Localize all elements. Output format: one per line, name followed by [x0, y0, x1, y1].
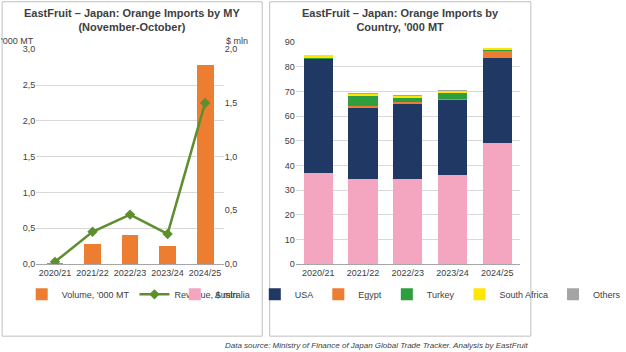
svg-text:2023/24: 2023/24 [436, 268, 469, 278]
svg-text:USA: USA [295, 290, 314, 300]
svg-text:2024/25: 2024/25 [481, 268, 514, 278]
svg-text:2020/21: 2020/21 [39, 268, 72, 278]
svg-text:EastFruit – Japan: Orange Impo: EastFruit – Japan: Orange Imports by MY(… [24, 7, 240, 33]
svg-text:2023/24: 2023/24 [151, 268, 184, 278]
svg-text:South Africa: South Africa [499, 290, 548, 300]
svg-text:1,0: 1,0 [23, 188, 36, 198]
svg-text:Revenue, $ mln: Revenue, $ mln [174, 289, 238, 300]
svg-text:70: 70 [285, 87, 295, 97]
svg-text:80: 80 [285, 62, 295, 72]
svg-text:2,5: 2,5 [23, 80, 36, 90]
svg-text:2021/22: 2021/22 [76, 268, 109, 278]
svg-text:10: 10 [285, 235, 295, 245]
svg-text:90: 90 [285, 37, 295, 47]
svg-text:0,5: 0,5 [225, 205, 238, 215]
svg-text:2024/25: 2024/25 [189, 268, 222, 278]
svg-text:Egypt: Egypt [358, 290, 382, 300]
svg-text:0,0: 0,0 [225, 259, 238, 269]
svg-text:2022/23: 2022/23 [114, 268, 147, 278]
svg-text:20: 20 [285, 210, 295, 220]
svg-text:1,5: 1,5 [225, 98, 238, 108]
svg-text:EastFruit – Japan: Orange Impo: EastFruit – Japan: Orange Imports byCoun… [302, 7, 499, 33]
svg-text:2,0: 2,0 [23, 116, 36, 126]
svg-text:1,5: 1,5 [23, 152, 36, 162]
svg-text:2020/21: 2020/21 [302, 268, 335, 278]
svg-text:3,0: 3,0 [23, 44, 36, 54]
svg-text:Data source: Ministry of Finan: Data source: Ministry of Finance of Japa… [225, 341, 529, 350]
svg-text:50: 50 [285, 136, 295, 146]
svg-text:'000 MT: '000 MT [1, 36, 34, 46]
svg-text:1,0: 1,0 [225, 152, 238, 162]
svg-text:0,5: 0,5 [23, 223, 36, 233]
svg-text:$ mln: $ mln [226, 36, 248, 46]
svg-text:Others: Others [593, 290, 621, 300]
svg-text:40: 40 [285, 161, 295, 171]
svg-text:Australia: Australia [215, 290, 250, 300]
svg-text:2021/22: 2021/22 [347, 268, 380, 278]
svg-text:Turkey: Turkey [427, 290, 455, 300]
svg-text:30: 30 [285, 185, 295, 195]
svg-text:2022/23: 2022/23 [391, 268, 424, 278]
svg-text:Volume, '000 MT: Volume, '000 MT [62, 290, 130, 300]
svg-text:2,0: 2,0 [225, 44, 238, 54]
svg-text:60: 60 [285, 111, 295, 121]
svg-text:0,0: 0,0 [23, 259, 36, 269]
svg-text:0: 0 [290, 259, 295, 269]
